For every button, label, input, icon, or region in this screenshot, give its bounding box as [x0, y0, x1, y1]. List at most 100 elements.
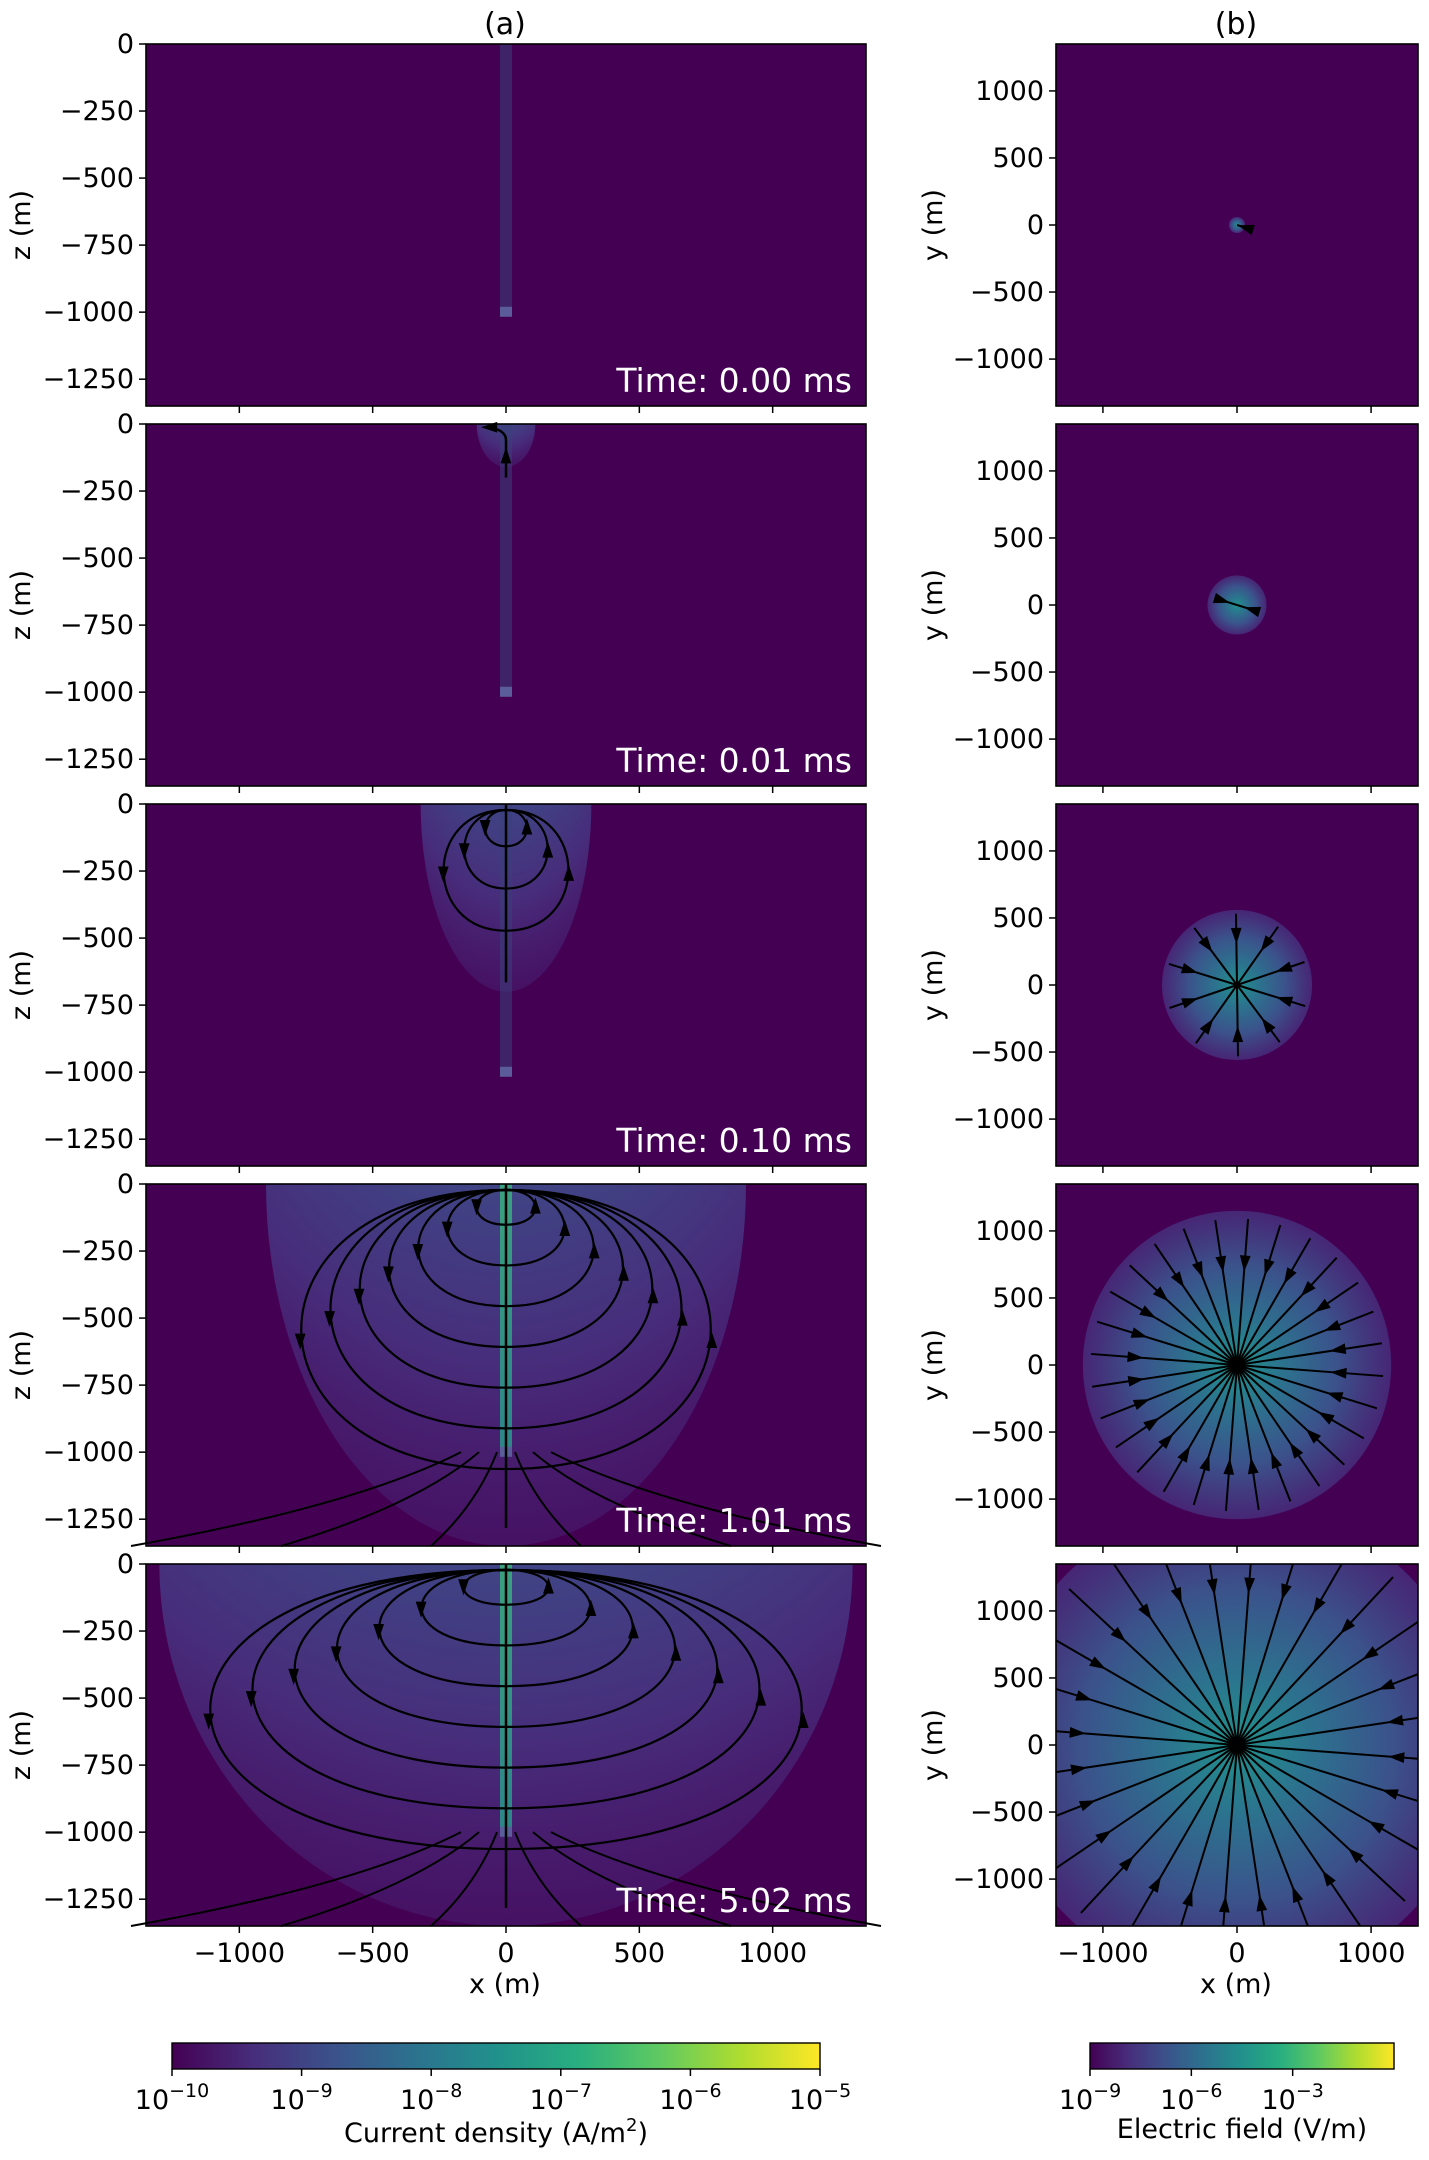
streamline — [1236, 1364, 1321, 1487]
streamline — [1080, 1744, 1238, 1914]
y-tick-label: −500 — [60, 1303, 134, 1334]
streamline — [280, 1831, 480, 1927]
streamline — [1236, 1281, 1359, 1366]
streamline-arrow — [559, 1219, 571, 1237]
column-title-a: (a) — [484, 7, 526, 42]
casing-bottom — [500, 306, 512, 317]
x-tick-label: −1000 — [1057, 1938, 1148, 1969]
streamline-arrow — [588, 1242, 600, 1259]
panel-b-1: 1000 500 0 −500 −1000 y (m) — [918, 43, 1419, 413]
y-axis-label: y (m) — [918, 949, 949, 1021]
streamline-arrow — [1368, 1820, 1385, 1834]
streamline-arrow — [324, 1311, 335, 1328]
streamline-arrow — [1386, 1714, 1404, 1726]
streamline-arrow — [1223, 1458, 1235, 1475]
streamline-arrow — [1089, 1656, 1106, 1670]
streamline-arrow — [1237, 224, 1255, 236]
streamline-arrow — [412, 1243, 424, 1261]
y-tick-label: −750 — [60, 1370, 134, 1401]
panel-column-b: 1000 500 0 −500 −1000 y (m) 1000 500 0 −500 −1000 y… — [918, 43, 1419, 1969]
streamline-arrow — [1347, 1848, 1364, 1864]
streamline-arrow — [1388, 1752, 1405, 1764]
y-tick-label: −250 — [60, 476, 134, 507]
streamline-arrow — [677, 1309, 688, 1326]
streamline-arrow — [373, 1623, 384, 1641]
streamline — [1236, 984, 1281, 1043]
streamline-arrow — [1232, 1025, 1244, 1043]
streamline — [532, 1831, 732, 1927]
streamline-arrow — [1075, 1690, 1093, 1701]
x-tick-label: −500 — [336, 1938, 410, 1969]
y-tick-label: −1000 — [953, 724, 1044, 755]
streamline-arrow — [1170, 1271, 1185, 1288]
y-tick-label: 1000 — [975, 456, 1044, 487]
streamline-arrow — [500, 447, 512, 464]
streamline — [1165, 1564, 1238, 1746]
streamline — [1153, 1243, 1238, 1366]
streamline — [1056, 1744, 1238, 1817]
colorbar-1: 10−10 10−9 10−8 10−7 10−6 10−5 Current density… — [135, 2042, 851, 2149]
panel-a-4: 0 −250 −500 −750 −1000 −1250 z (m) Time: 1.01 m… — [6, 1169, 882, 1553]
panel-b-3: 1000 500 0 −500 −1000 y (m) — [918, 803, 1419, 1173]
streamline-arrow — [437, 866, 449, 883]
streamline-arrow — [458, 843, 470, 860]
streamline-arrow — [1127, 1375, 1145, 1387]
streamline-arrow — [1138, 1603, 1152, 1620]
streamline — [1236, 1364, 1365, 1440]
streamline-arrow — [1110, 1626, 1127, 1642]
streamline-arrow — [458, 1579, 469, 1596]
streamline — [1236, 1744, 1309, 1926]
streamline — [505, 1568, 761, 1810]
y-tick-label: 0 — [117, 1169, 134, 1200]
streamline-arrow — [383, 1266, 394, 1283]
streamline — [1068, 1588, 1238, 1746]
time-label: Time: 5.02 ms — [615, 1881, 852, 1920]
y-tick-label: 500 — [992, 143, 1044, 174]
streamline — [1236, 1364, 1378, 1410]
streamline — [430, 1451, 498, 1547]
streamline-arrow — [797, 1711, 809, 1729]
time-label: Time: 0.01 ms — [615, 741, 852, 780]
y-tick-label: −500 — [970, 1037, 1044, 1068]
y-tick-label: −500 — [970, 1417, 1044, 1448]
streamline-arrow — [1381, 1789, 1399, 1800]
y-axis-label: y (m) — [918, 1709, 949, 1781]
streamline — [1169, 984, 1238, 1009]
casing-bottom — [500, 686, 512, 697]
well-casing — [500, 44, 512, 313]
streamline — [1214, 1219, 1238, 1366]
streamline-arrow — [530, 1197, 541, 1214]
y-tick-label: 1000 — [975, 76, 1044, 107]
streamline — [1236, 1744, 1418, 1760]
streamline-arrow — [712, 1666, 724, 1684]
streamline — [1236, 1364, 1292, 1502]
y-tick-label: −750 — [60, 1750, 134, 1781]
y-tick-label: 0 — [1027, 1730, 1044, 1761]
streamline — [1224, 1364, 1238, 1512]
streamline-arrow — [1283, 1267, 1297, 1285]
y-axis-label: y (m) — [918, 189, 949, 261]
colorbar-tick-label: 10−3 — [1261, 2080, 1323, 2116]
streamline-arrow — [1264, 1258, 1275, 1276]
y-tick-label: −250 — [60, 1236, 134, 1267]
x-axis-label-b: x (m) — [1200, 1969, 1272, 2000]
y-tick-label: −1000 — [43, 1817, 134, 1848]
y-tick-label: 0 — [117, 789, 134, 820]
streamline-arrow — [1340, 1618, 1356, 1635]
streamline — [1112, 1564, 1238, 1746]
y-tick-label: 1000 — [975, 836, 1044, 867]
streamline — [1115, 1364, 1238, 1449]
y-tick-label: −1000 — [43, 297, 134, 328]
streamline-arrow — [415, 1601, 427, 1618]
streamline-arrow — [294, 1333, 306, 1350]
streamline — [1236, 1673, 1418, 1746]
streamline — [1236, 1744, 1266, 1926]
streamline — [505, 1568, 803, 1851]
y-tick-label: −500 — [970, 657, 1044, 688]
well-casing — [500, 424, 512, 693]
streamline — [1131, 1744, 1238, 1926]
streamline — [1091, 1364, 1238, 1388]
colorbar-gradient — [171, 2042, 821, 2070]
streamline — [514, 1451, 582, 1547]
y-tick-label: 0 — [1027, 970, 1044, 1001]
